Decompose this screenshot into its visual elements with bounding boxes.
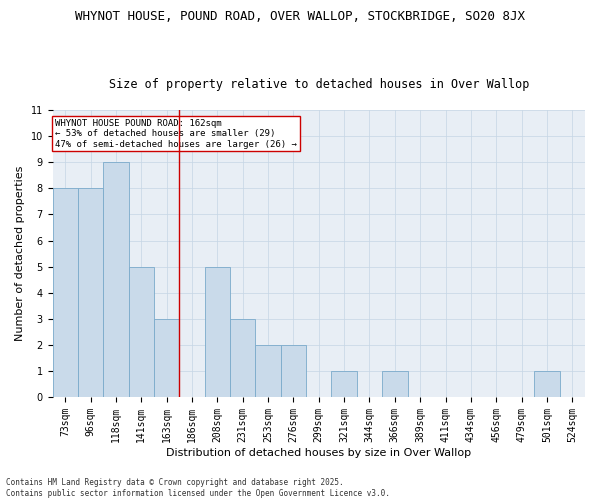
Y-axis label: Number of detached properties: Number of detached properties	[15, 166, 25, 342]
Bar	[53, 188, 78, 397]
Bar	[154, 319, 179, 397]
Text: WHYNOT HOUSE POUND ROAD: 162sqm
← 53% of detached houses are smaller (29)
47% of: WHYNOT HOUSE POUND ROAD: 162sqm ← 53% of…	[55, 119, 297, 148]
Bar	[281, 345, 306, 397]
Bar	[534, 371, 560, 397]
Text: Contains HM Land Registry data © Crown copyright and database right 2025.
Contai: Contains HM Land Registry data © Crown c…	[6, 478, 390, 498]
Bar	[128, 266, 154, 397]
Bar	[382, 371, 407, 397]
Bar	[205, 266, 230, 397]
Bar	[103, 162, 128, 397]
Title: Size of property relative to detached houses in Over Wallop: Size of property relative to detached ho…	[109, 78, 529, 91]
Bar	[331, 371, 357, 397]
Bar	[256, 345, 281, 397]
Text: WHYNOT HOUSE, POUND ROAD, OVER WALLOP, STOCKBRIDGE, SO20 8JX: WHYNOT HOUSE, POUND ROAD, OVER WALLOP, S…	[75, 10, 525, 23]
X-axis label: Distribution of detached houses by size in Over Wallop: Distribution of detached houses by size …	[166, 448, 472, 458]
Bar	[230, 319, 256, 397]
Bar	[78, 188, 103, 397]
